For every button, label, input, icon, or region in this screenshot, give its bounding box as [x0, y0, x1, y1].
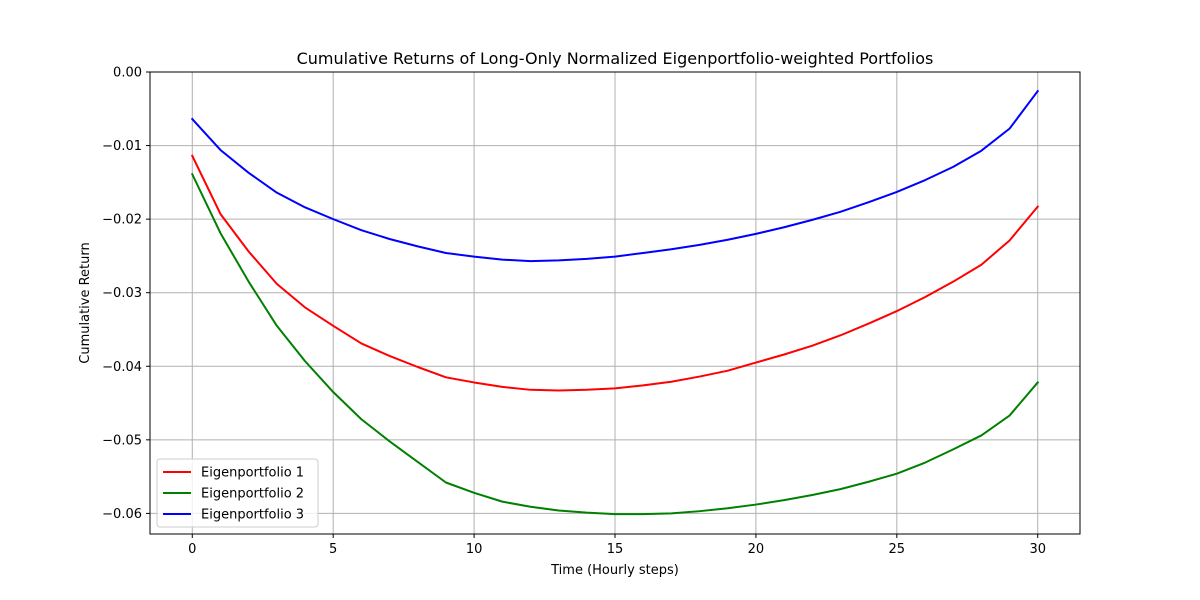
y-tick-label: −0.03	[102, 286, 142, 301]
x-tick-label: 20	[748, 542, 765, 557]
x-tick-label: 30	[1029, 542, 1046, 557]
chart-title: Cumulative Returns of Long-Only Normaliz…	[297, 49, 934, 68]
y-tick-label: −0.01	[102, 139, 142, 154]
x-tick-label: 10	[466, 542, 483, 557]
y-tick-label: −0.06	[102, 507, 142, 522]
legend-entry-label: Eigenportfolio 1	[201, 466, 304, 481]
series-line-2	[190, 172, 1040, 516]
y-axis-label: Cumulative Return	[78, 242, 93, 363]
y-tick-label: −0.04	[102, 360, 142, 375]
series-line-1	[190, 154, 1040, 392]
axis-ticks: 0 5 10 15 20 25 30 0.00 −0.01 −0.02 −0.03 −0.04 −0.0…	[102, 66, 1046, 558]
y-tick-label: −0.05	[102, 433, 142, 448]
legend-box	[156, 458, 319, 528]
x-tick-label: 15	[607, 542, 624, 557]
y-tick-label: −0.02	[102, 213, 142, 228]
x-tick-label: 5	[329, 542, 337, 557]
x-axis-label: Time (Hourly steps)	[550, 563, 679, 578]
series-line-3	[190, 89, 1040, 263]
legend: Eigenportfolio 1 Eigenportfolio 2 Eigenpor…	[156, 458, 319, 528]
y-tick-label: 0.00	[113, 66, 142, 81]
legend-entry-label: Eigenportfolio 2	[201, 487, 304, 502]
x-tick-label: 25	[889, 542, 906, 557]
series-lines	[190, 89, 1040, 516]
legend-entry-label: Eigenportfolio 3	[201, 508, 304, 523]
x-tick-label: 0	[188, 542, 196, 557]
